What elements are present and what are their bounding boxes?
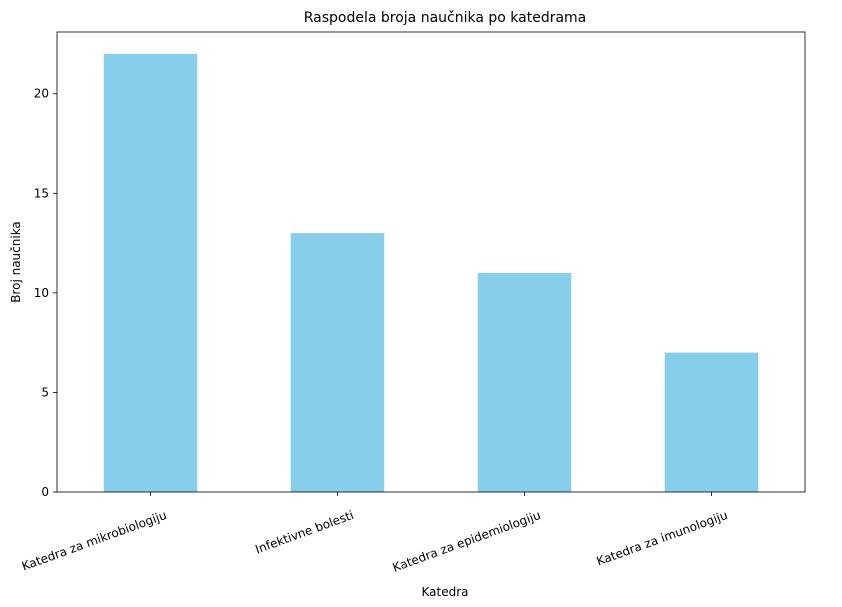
y-axis-ticks: 0 5 10 15 20	[34, 87, 57, 499]
y-tick-label: 5	[41, 385, 49, 399]
y-tick-label: 15	[34, 186, 49, 200]
bar-3	[477, 272, 572, 492]
bar-1	[103, 53, 198, 493]
bar-4	[664, 352, 759, 492]
x-tick-label: Katedra za imunologiju	[595, 508, 730, 569]
y-tick-label: 20	[34, 87, 49, 101]
x-tick-label: Katedra za epidemiologiju	[391, 508, 543, 575]
plot-frame	[56, 31, 806, 493]
y-axis-label: Broj naučnika	[9, 221, 23, 303]
y-tick-label: 10	[34, 286, 49, 300]
bar-2	[290, 233, 385, 492]
x-axis-label: Katedra	[421, 585, 468, 599]
y-tick-label: 0	[41, 485, 49, 499]
x-tick-label: Infektivne bolesti	[253, 508, 355, 557]
x-tick-label: Katedra za mikrobiologiju	[20, 508, 169, 574]
x-axis-ticks: Katedra za mikrobiologiju Infektivne bole…	[20, 492, 730, 575]
bars-group	[103, 53, 759, 493]
chart-title: Raspodela broja naučnika po katedrama	[304, 10, 587, 26]
